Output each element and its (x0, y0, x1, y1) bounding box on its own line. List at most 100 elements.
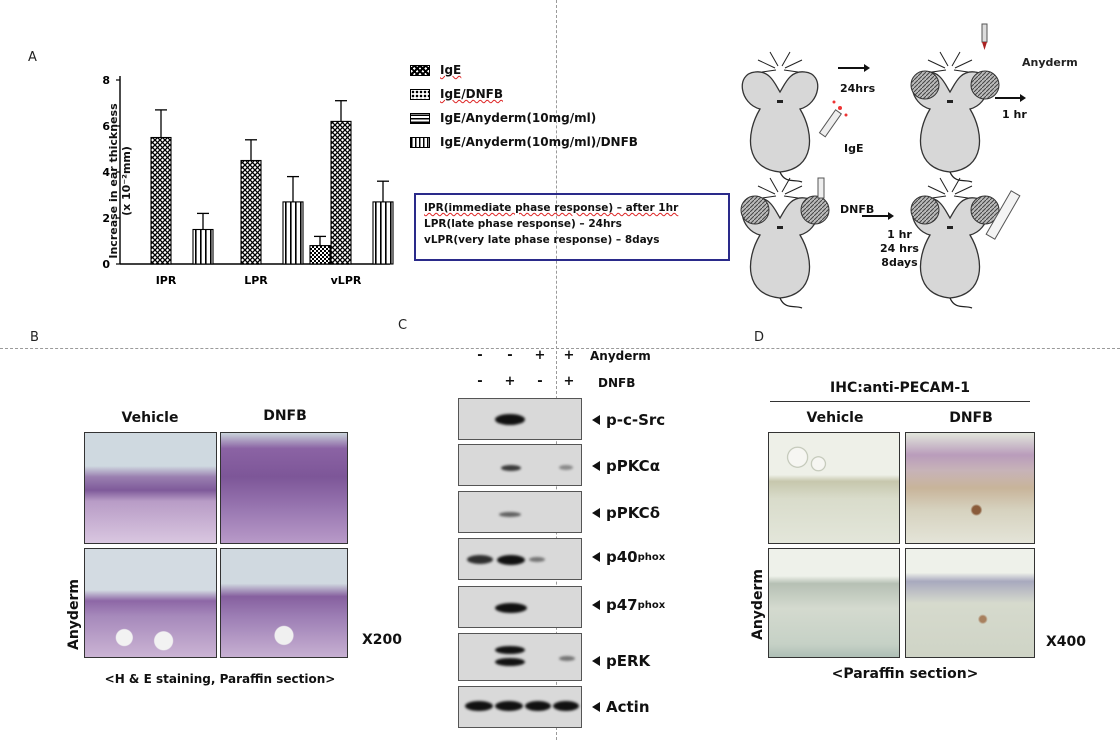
blot-label-p-c-src: p-c-Src (592, 411, 665, 429)
arrowhead-icon (592, 702, 600, 712)
dnfb-sign-4: + (563, 374, 575, 389)
y-tick-label: 6 (102, 120, 110, 133)
panel-b-col-dnfb: DNFB (263, 408, 307, 424)
blot-p40phox (458, 538, 582, 580)
blot-label-text: pPKCα (606, 457, 660, 475)
legend-item-ige-anyderm: IgE/Anyderm(10mg/ml) (410, 110, 596, 126)
micrograph-b-anyderm-vehicle (84, 548, 217, 658)
blot-label-text: p40 (606, 548, 638, 566)
panel-d-col-dnfb: DNFB (949, 410, 993, 426)
schematic-time-1hr: 1 hr (1002, 108, 1027, 121)
phase-response-info-box: IPR(immediate phase response) – after 1h… (414, 193, 730, 261)
y-tick-label: 0 (102, 258, 110, 271)
blot-perk (458, 633, 582, 681)
blot-label-ppkc-delta: pPKCδ (592, 504, 660, 522)
blot-label-actin: Actin (592, 698, 650, 716)
anyderm-sign-4: + (563, 348, 575, 363)
bar (240, 159, 262, 265)
blot-label-superscript: phox (637, 551, 666, 563)
caliper-icon (985, 190, 1021, 240)
bar (150, 136, 172, 265)
bar-chart: 0 2 4 6 8 IPR LPR vLPR (102, 74, 394, 287)
y-tick-label: 2 (102, 212, 110, 225)
blot-label-text: Actin (606, 698, 650, 716)
panel-d-row-anyderm: Anyderm (750, 569, 766, 640)
bar (309, 245, 331, 265)
legend-swatch-ige (410, 64, 430, 76)
y-tick-label: 4 (102, 166, 110, 179)
schematic-time-24hrs: 24hrs (840, 82, 876, 95)
x-category-label: LPR (244, 274, 268, 287)
blot-p-c-src (458, 398, 582, 440)
micrograph-d-vehicle (768, 432, 900, 544)
arrowhead-icon (592, 600, 600, 610)
anyderm-sign-1: - (477, 348, 483, 363)
dnfb-sign-1: - (477, 374, 483, 389)
schematic-ige-label: IgE (844, 142, 864, 155)
bar (192, 228, 214, 265)
bar (372, 201, 394, 265)
anyderm-sign-2: - (507, 348, 513, 363)
legend-swatch-ige-dnfb (410, 88, 430, 100)
schematic-time-list: 1 hr 24 hrs 8days (880, 228, 919, 270)
mouse-schematic (740, 23, 1026, 309)
blot-label-ppkc-alpha: pPKCα (592, 457, 660, 475)
blot-label-p47phox: p47 phox (592, 596, 665, 614)
panel-letter-b: B (30, 330, 39, 345)
blot-label-text: pERK (606, 652, 651, 670)
legend-label-ige-dnfb: IgE/DNFB (440, 87, 503, 101)
tube-dnfb-icon (817, 177, 825, 199)
blot-label-text: p47 (606, 596, 638, 614)
bar (282, 201, 304, 265)
blot-label-p40phox: p40 phox (592, 548, 665, 566)
panel-b-row-anyderm: Anyderm (66, 579, 82, 650)
x-category-label: vLPR (331, 274, 362, 287)
dropper-anyderm-icon (981, 23, 988, 50)
panel-letter-d: D (754, 330, 765, 345)
legend-label-ige-anyderm: IgE/Anyderm(10mg/ml) (440, 111, 597, 125)
blot-label-superscript: phox (637, 599, 666, 611)
blot-label-perk: pERK (592, 652, 650, 670)
arrowhead-icon (592, 656, 600, 666)
horizontal-divider (0, 348, 1120, 349)
micrograph-b-dnfb (220, 432, 348, 544)
legend-item-ige: IgE (410, 62, 461, 78)
treatment-label-dnfb: DNFB (598, 376, 636, 390)
micrograph-d-anyderm-dnfb (905, 548, 1035, 658)
info-line-vlpr: vLPR(very late phase response) – 8days (424, 234, 660, 246)
micrograph-b-vehicle (84, 432, 217, 544)
panel-d-magnification: X400 (1046, 634, 1087, 650)
dnfb-sign-3: - (537, 374, 543, 389)
dnfb-sign-2: + (504, 374, 516, 389)
panel-b-col-vehicle: Vehicle (121, 410, 179, 426)
anyderm-sign-3: + (534, 348, 546, 363)
blot-label-text: p-c-Src (606, 411, 666, 429)
blot-ppkc-delta (458, 491, 582, 533)
panel-letter-a: A (28, 50, 37, 65)
micrograph-d-dnfb (905, 432, 1035, 544)
x-category-label: IPR (156, 274, 177, 287)
mouse-1 (741, 51, 819, 183)
schematic-anyderm-label: Anyderm (1022, 56, 1078, 69)
schematic-dnfb-label: DNFB (840, 203, 875, 216)
legend-swatch-ige-anyderm (410, 112, 430, 124)
schematic-time-8days: 8days (881, 256, 918, 269)
arrowhead-icon (592, 552, 600, 562)
schematic-time-1hr-b: 1 hr (887, 228, 912, 241)
arrowhead-icon (592, 508, 600, 518)
blot-label-text: pPKCδ (606, 504, 660, 522)
syringe-ige-icon (818, 100, 848, 138)
schematic-time-24hrs-b: 24 hrs (880, 242, 919, 255)
panel-d-col-vehicle: Vehicle (806, 410, 864, 426)
treatment-label-anyderm: Anyderm (590, 349, 651, 363)
legend-label-ige-anyderm-dnfb: IgE/Anyderm(10mg/ml)/DNFB (440, 135, 638, 149)
micrograph-b-anyderm-dnfb (220, 548, 348, 658)
info-line-ipr: IPR(immediate phase response) – after 1h… (424, 202, 679, 214)
bar (330, 120, 352, 265)
legend-item-ige-dnfb: IgE/DNFB (410, 86, 503, 102)
y-tick-label: 8 (102, 74, 110, 87)
blot-actin (458, 686, 582, 728)
panel-b-magnification: X200 (362, 632, 403, 648)
vertical-divider (556, 0, 557, 740)
panel-letter-c: C (398, 318, 408, 333)
